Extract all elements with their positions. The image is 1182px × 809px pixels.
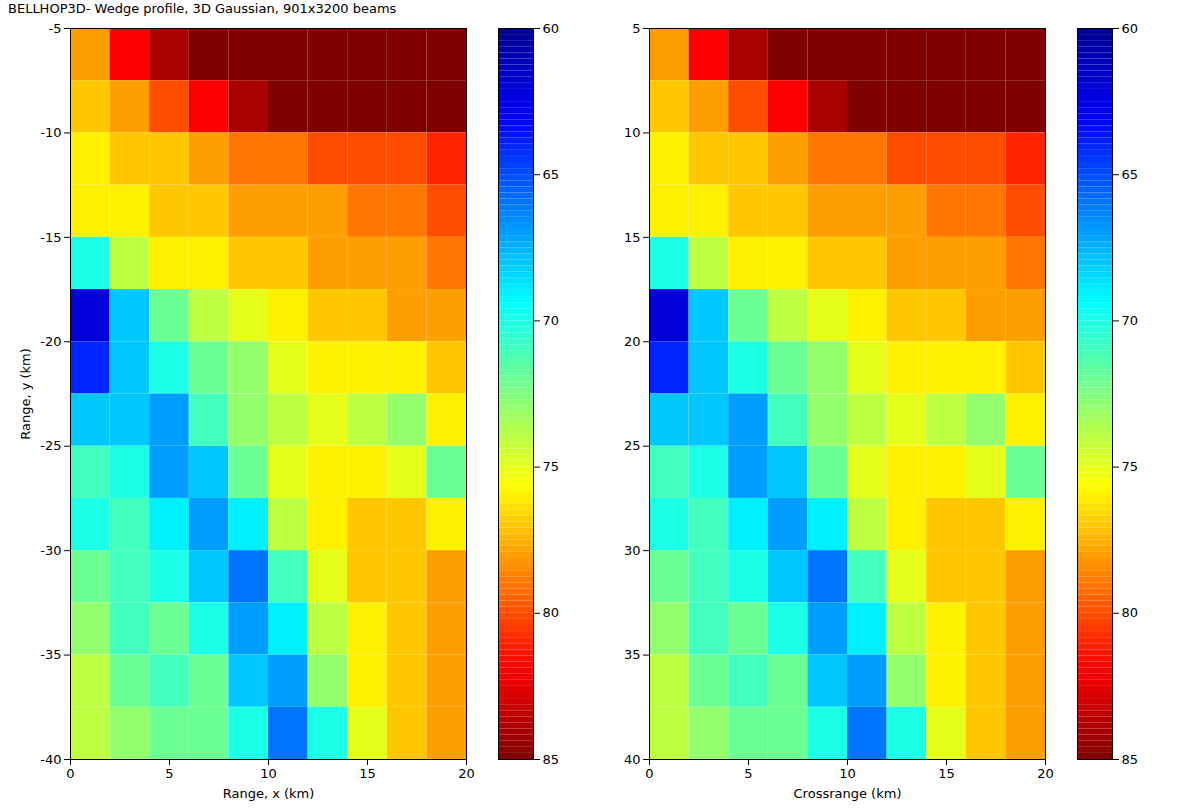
- svg-text:65: 65: [543, 167, 560, 182]
- svg-text:5: 5: [744, 766, 752, 781]
- svg-text:30: 30: [624, 543, 641, 558]
- svg-text:20: 20: [458, 766, 475, 781]
- svg-text:60: 60: [1122, 21, 1139, 36]
- svg-text:75: 75: [1122, 459, 1139, 474]
- svg-text:Range, x (km): Range, x (km): [223, 786, 315, 801]
- svg-text:-20: -20: [40, 334, 61, 349]
- svg-text:80: 80: [543, 605, 560, 620]
- svg-text:40: 40: [624, 752, 641, 767]
- svg-text:70: 70: [1122, 313, 1139, 328]
- svg-text:10: 10: [260, 766, 277, 781]
- svg-text:20: 20: [624, 334, 641, 349]
- svg-text:35: 35: [624, 647, 641, 662]
- svg-text:-25: -25: [40, 438, 61, 453]
- svg-text:-15: -15: [40, 230, 61, 245]
- svg-text:60: 60: [543, 21, 560, 36]
- svg-text:0: 0: [645, 766, 653, 781]
- svg-text:-40: -40: [40, 752, 61, 767]
- svg-text:-5: -5: [49, 21, 62, 36]
- svg-text:25: 25: [624, 438, 641, 453]
- svg-text:20: 20: [1037, 766, 1054, 781]
- svg-text:-10: -10: [40, 125, 61, 140]
- svg-text:-30: -30: [40, 543, 61, 558]
- svg-text:15: 15: [938, 766, 955, 781]
- svg-text:10: 10: [839, 766, 856, 781]
- svg-text:80: 80: [1122, 605, 1139, 620]
- svg-text:85: 85: [1122, 752, 1139, 767]
- svg-text:Range, y (km): Range, y (km): [18, 348, 33, 440]
- svg-text:15: 15: [624, 230, 641, 245]
- svg-text:-35: -35: [40, 647, 61, 662]
- svg-text:70: 70: [543, 313, 560, 328]
- svg-text:75: 75: [543, 459, 560, 474]
- svg-text:65: 65: [1122, 167, 1139, 182]
- svg-text:15: 15: [359, 766, 376, 781]
- svg-text:10: 10: [624, 125, 641, 140]
- svg-text:0: 0: [66, 766, 74, 781]
- svg-text:85: 85: [543, 752, 560, 767]
- svg-text:5: 5: [632, 21, 640, 36]
- html-text:BELLHOP3D- Wedge profile, 3D G: BELLHOP3D- Wedge profile, 3D Gaussian, 9…: [8, 1, 397, 16]
- svg-text:5: 5: [165, 766, 173, 781]
- svg-text:Crossrange (km): Crossrange (km): [794, 786, 902, 801]
